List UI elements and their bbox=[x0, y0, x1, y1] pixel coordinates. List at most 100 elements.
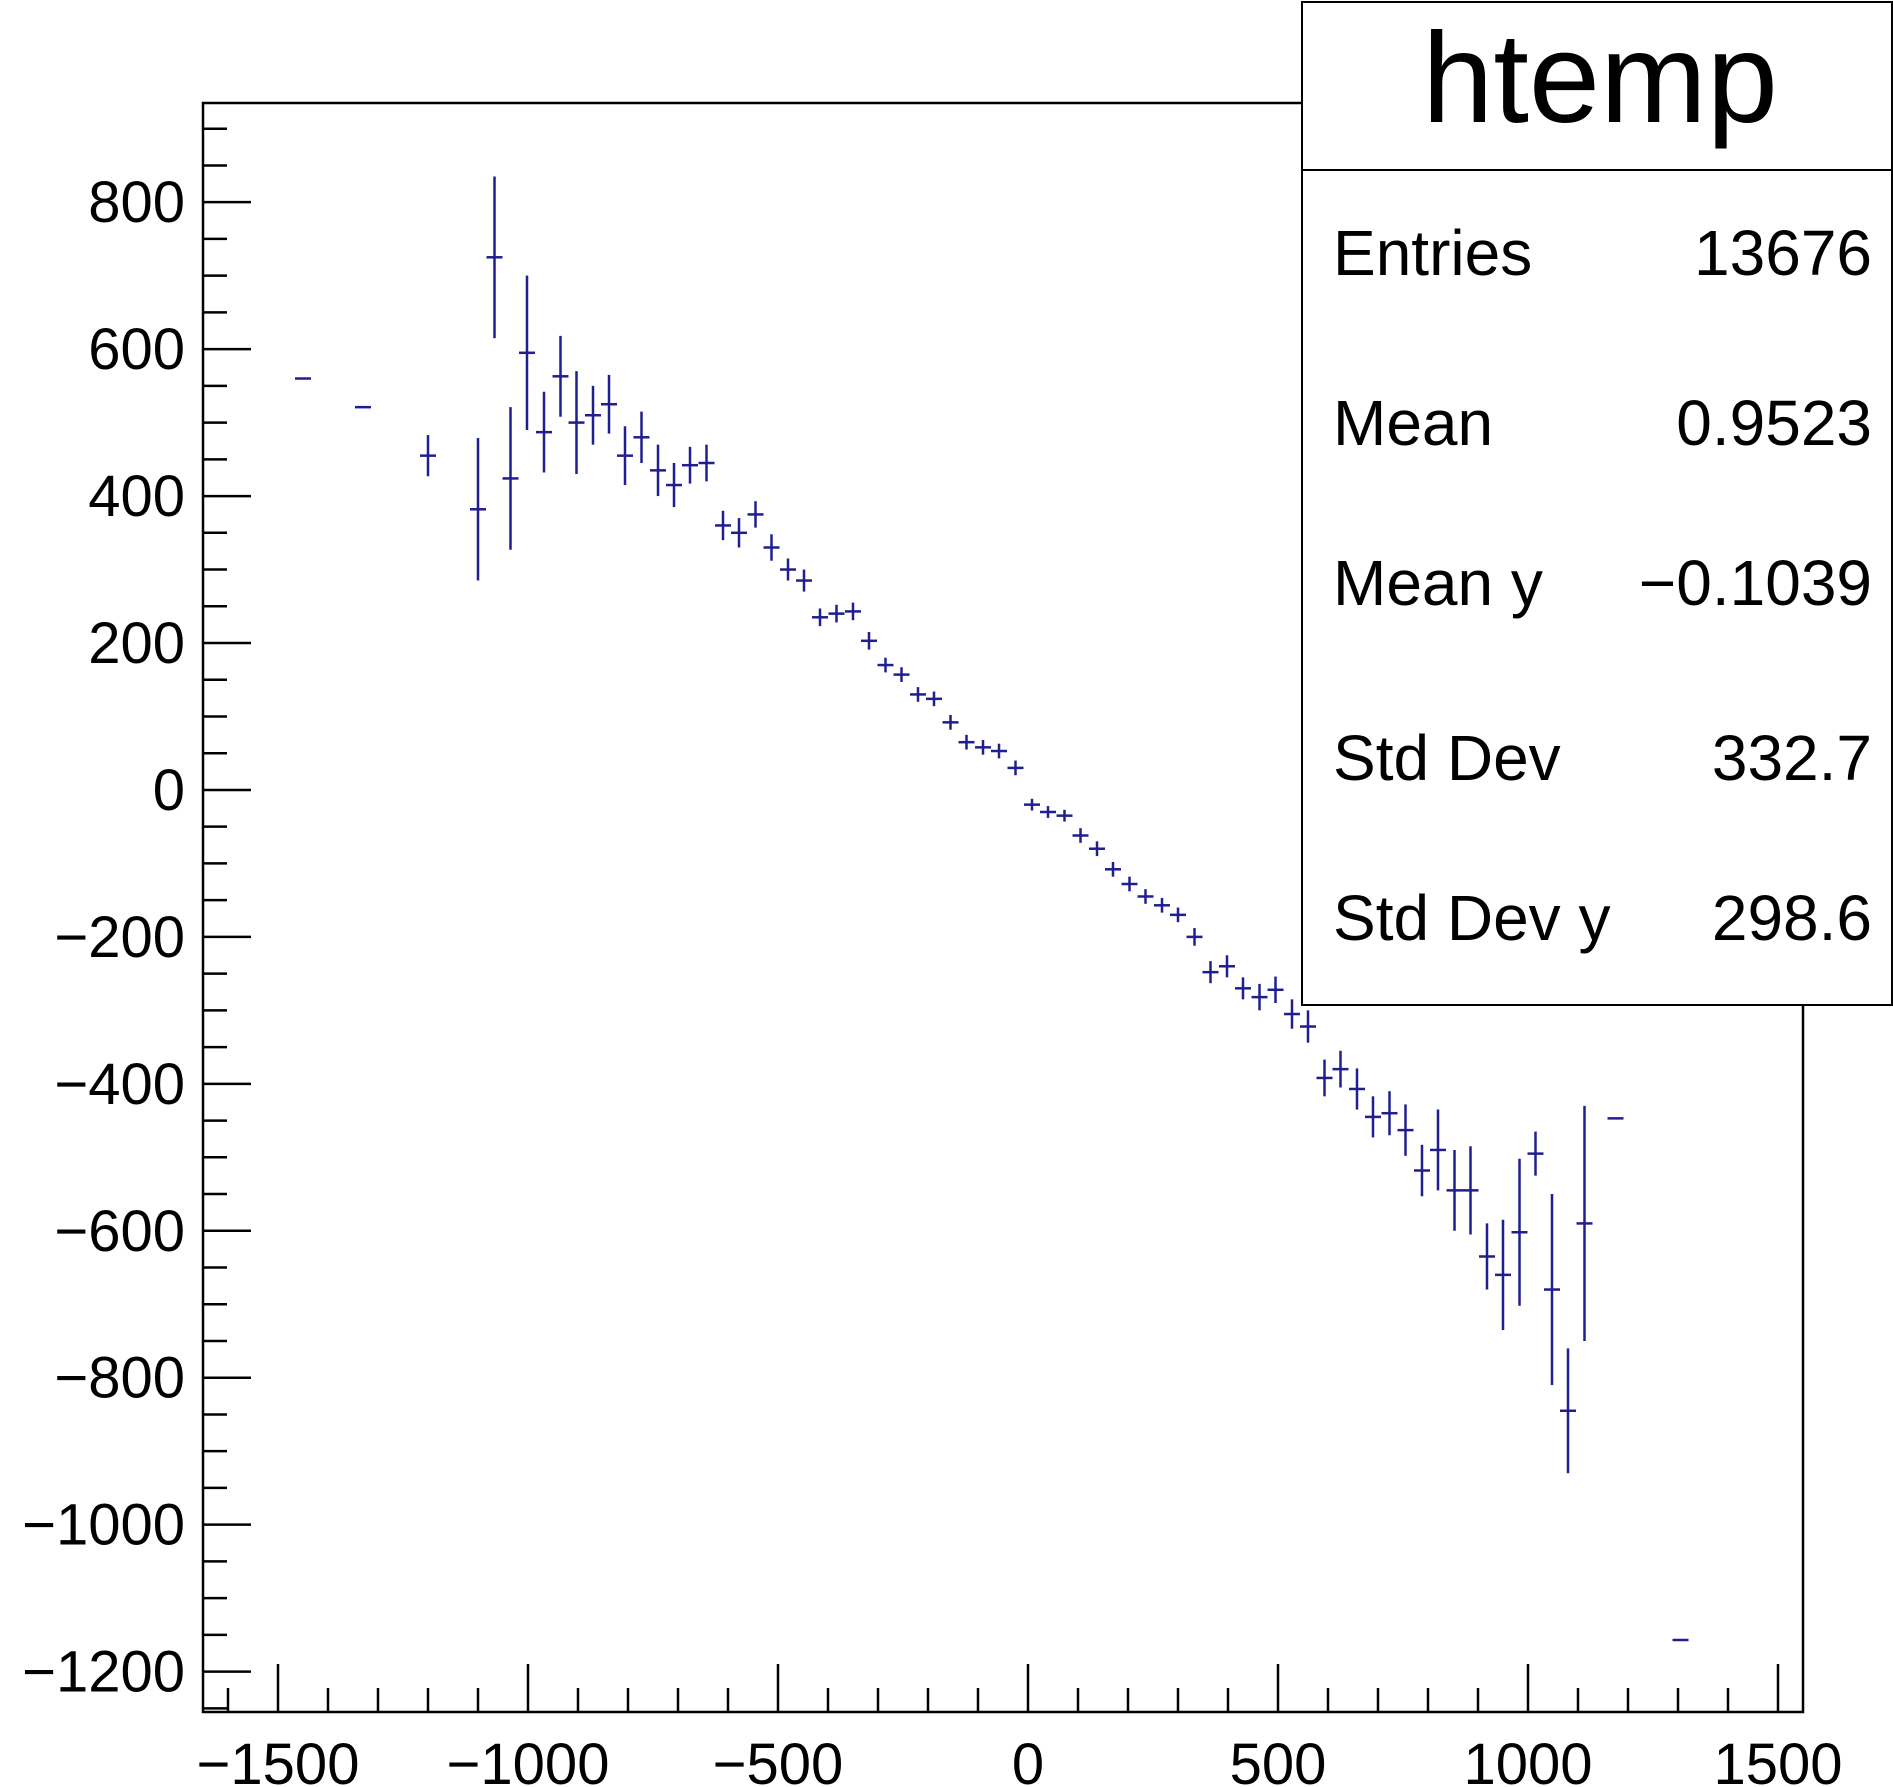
x-tick-label: 1500 bbox=[1713, 1732, 1842, 1787]
y-tick-label: −1000 bbox=[22, 1493, 185, 1558]
data-point bbox=[650, 444, 666, 497]
data-point bbox=[958, 734, 975, 750]
data-point bbox=[747, 501, 764, 528]
data-point bbox=[893, 667, 910, 682]
data-point bbox=[991, 743, 1007, 759]
data-point bbox=[519, 275, 535, 430]
data-point bbox=[1365, 1096, 1381, 1138]
x-tick-label: 1000 bbox=[1463, 1732, 1592, 1787]
data-point bbox=[796, 569, 812, 592]
stats-value: 332.7 bbox=[1712, 722, 1872, 794]
stats-value: 0.9523 bbox=[1676, 387, 1872, 459]
data-point bbox=[926, 691, 942, 707]
stats-title: htemp bbox=[1422, 7, 1778, 150]
data-point bbox=[763, 534, 780, 561]
data-point bbox=[731, 518, 747, 548]
stats-label: Entries bbox=[1333, 217, 1532, 289]
y-tick-label: 400 bbox=[88, 464, 185, 529]
data-point bbox=[910, 687, 926, 702]
data-point bbox=[1170, 907, 1186, 923]
y-tick-label: 800 bbox=[88, 170, 185, 235]
y-tick-label: −600 bbox=[54, 1199, 185, 1264]
stats-row: Mean y −0.1039 bbox=[1333, 547, 1872, 619]
data-point bbox=[617, 426, 633, 486]
data-point bbox=[1267, 976, 1284, 1004]
data-point bbox=[780, 558, 796, 581]
data-point bbox=[1007, 760, 1024, 776]
data-point bbox=[975, 739, 991, 755]
data-point bbox=[1072, 828, 1089, 843]
data-point bbox=[1511, 1158, 1528, 1306]
data-point bbox=[666, 463, 682, 508]
stats-value: −0.1039 bbox=[1639, 547, 1872, 619]
data-point bbox=[828, 604, 845, 623]
data-point bbox=[1024, 798, 1040, 811]
stats-label: Std Dev y bbox=[1333, 882, 1610, 954]
x-tick-label: −500 bbox=[713, 1732, 844, 1787]
data-point bbox=[470, 438, 486, 581]
stats-label: Mean y bbox=[1333, 547, 1543, 619]
data-point bbox=[420, 435, 436, 477]
data-point bbox=[682, 446, 698, 484]
data-point bbox=[812, 608, 828, 627]
data-point bbox=[1316, 1059, 1333, 1097]
data-point bbox=[861, 631, 877, 650]
data-point bbox=[1121, 876, 1138, 892]
y-axis-tick-labels: −1200 −1000 −800 −600 −400 −200 0 200 400 600 800 bbox=[22, 170, 185, 1704]
data-point bbox=[1251, 983, 1268, 1011]
data-point bbox=[1462, 1146, 1479, 1235]
data-point bbox=[1056, 809, 1073, 822]
data-point bbox=[1089, 841, 1105, 857]
y-tick-label: −200 bbox=[54, 905, 185, 970]
x-tick-label: −1500 bbox=[197, 1732, 360, 1787]
data-point bbox=[1105, 861, 1121, 877]
data-point bbox=[1349, 1068, 1365, 1110]
data-point bbox=[1137, 889, 1154, 904]
data-point bbox=[1414, 1144, 1430, 1197]
stats-box: htemp Entries 13676 Mean 0.9523 Mean y −0.103… bbox=[1301, 1, 1893, 1006]
axis-ticks bbox=[203, 127, 1780, 1712]
stats-row: Std Dev y 298.6 bbox=[1333, 882, 1872, 954]
data-point bbox=[1219, 955, 1235, 978]
data-point bbox=[585, 385, 601, 445]
x-axis-tick-labels: −1500 −1000 −500 0 500 1000 1500 bbox=[197, 1732, 1843, 1787]
data-point bbox=[845, 602, 861, 621]
stats-row: Entries 13676 bbox=[1333, 217, 1872, 289]
data-point bbox=[502, 407, 519, 550]
data-point bbox=[1479, 1223, 1495, 1290]
stats-value: 13676 bbox=[1694, 217, 1872, 289]
y-tick-label: −1200 bbox=[22, 1640, 185, 1705]
stats-label: Mean bbox=[1333, 387, 1493, 459]
data-point bbox=[1300, 1010, 1316, 1043]
data-point bbox=[536, 391, 552, 473]
data-point bbox=[1544, 1194, 1560, 1386]
data-point bbox=[1527, 1131, 1544, 1176]
data-point bbox=[1040, 806, 1056, 818]
data-point bbox=[486, 176, 503, 339]
data-point bbox=[1332, 1050, 1349, 1088]
data-point bbox=[1381, 1091, 1398, 1136]
data-point bbox=[942, 715, 959, 730]
stats-value: 298.6 bbox=[1712, 882, 1872, 954]
data-point bbox=[698, 444, 715, 482]
data-point bbox=[552, 335, 569, 417]
x-tick-label: 0 bbox=[1012, 1732, 1044, 1787]
data-point bbox=[877, 657, 894, 673]
data-point bbox=[1576, 1105, 1593, 1341]
data-point bbox=[1560, 1348, 1576, 1474]
data-point bbox=[1235, 977, 1251, 1000]
data-point bbox=[1284, 999, 1300, 1029]
y-tick-label: −400 bbox=[54, 1052, 185, 1117]
data-point bbox=[568, 371, 585, 475]
y-tick-label: 0 bbox=[153, 758, 185, 823]
y-tick-label: 600 bbox=[88, 317, 185, 382]
data-point bbox=[1430, 1109, 1446, 1191]
y-tick-label: −800 bbox=[54, 1346, 185, 1411]
stats-row: Mean 0.9523 bbox=[1333, 387, 1872, 459]
y-tick-label: 200 bbox=[88, 611, 185, 676]
data-point bbox=[1202, 961, 1219, 984]
data-point bbox=[1495, 1219, 1511, 1330]
x-tick-label: 500 bbox=[1230, 1732, 1327, 1787]
data-point bbox=[1397, 1104, 1414, 1156]
